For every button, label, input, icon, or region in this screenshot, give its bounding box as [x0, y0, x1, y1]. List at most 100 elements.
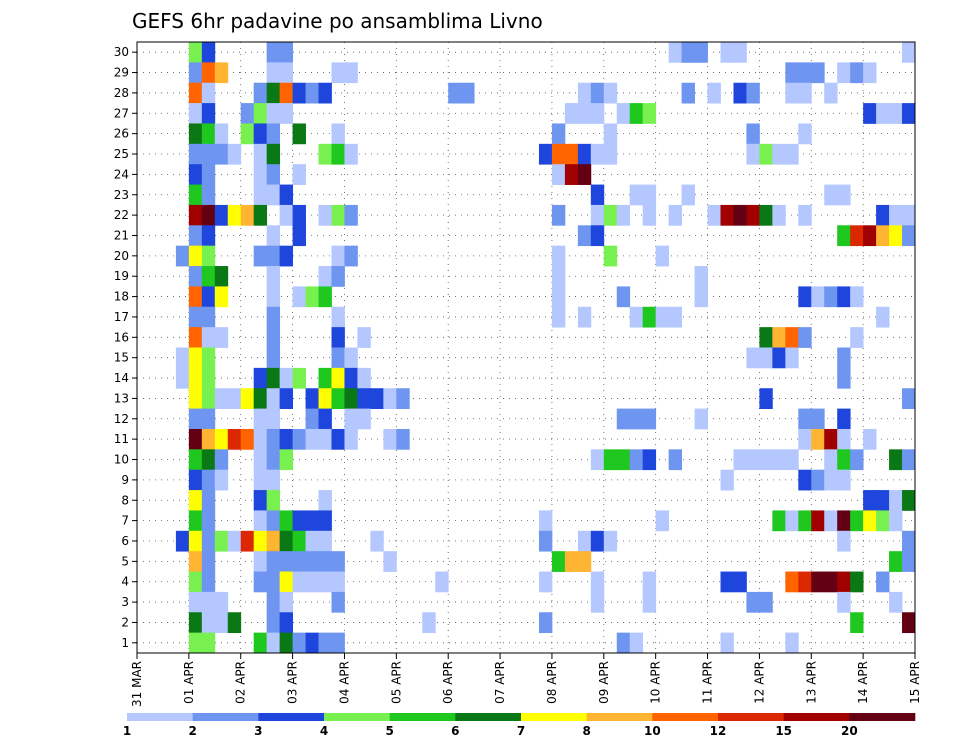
heatmap-cell [590, 184, 605, 206]
heatmap-cell [292, 571, 306, 593]
heatmap-cell [292, 82, 306, 104]
heatmap-cell [344, 245, 358, 267]
heatmap-cell [720, 571, 734, 593]
x-tick-label: 07 APR [493, 661, 507, 704]
x-tick-label: 06 APR [441, 661, 455, 704]
heatmap-cell [279, 82, 293, 104]
heatmap-cell [876, 103, 890, 124]
heatmap-cell [201, 612, 216, 634]
heatmap-cell [603, 449, 618, 471]
heatmap-cell [188, 327, 203, 348]
heatmap-cell [266, 184, 281, 206]
heatmap-cell [253, 123, 268, 145]
heatmap-cell [383, 428, 397, 450]
heatmap-cell [214, 591, 229, 613]
heatmap-cell [824, 286, 838, 308]
heatmap-cell [201, 449, 216, 471]
heatmap-cell [214, 449, 229, 471]
heatmap-cell [357, 367, 371, 389]
heatmap-cell [227, 612, 242, 634]
heatmap-cell [201, 347, 216, 369]
heatmap-cell [798, 510, 812, 532]
heatmap-cell [214, 286, 229, 308]
heatmap-cell [590, 103, 605, 124]
heatmap-cell [590, 591, 605, 613]
heatmap-cell [331, 551, 345, 572]
heatmap-cell [694, 266, 708, 287]
heatmap-cell [551, 204, 566, 226]
colorbar-swatch [324, 713, 390, 721]
heatmap-cell [292, 632, 306, 654]
x-tick-label: 04 APR [337, 661, 351, 704]
heatmap-cell [253, 164, 268, 185]
heatmap-cell [837, 347, 851, 369]
colorbar-swatch [127, 713, 193, 721]
heatmap-cell [266, 449, 281, 471]
heatmap-cell [188, 571, 203, 593]
heatmap-cell [188, 367, 203, 389]
colorbar-swatch [652, 713, 719, 721]
heatmap-cell [318, 82, 332, 104]
heatmap-cell [253, 632, 268, 654]
heatmap-cell [253, 510, 268, 532]
heatmap-cell [214, 530, 229, 552]
heatmap-cell [629, 306, 644, 328]
heatmap-cell [603, 123, 618, 145]
heatmap-cell [292, 286, 306, 308]
heatmap-cell [785, 449, 799, 471]
heatmap-cell [824, 184, 838, 206]
heatmap-cells [175, 42, 916, 654]
heatmap-cell [850, 286, 864, 308]
heatmap-cell [188, 388, 203, 409]
heatmap-cell [266, 347, 281, 369]
heatmap-cell [175, 347, 190, 369]
heatmap-cell [902, 612, 916, 634]
heatmap-cell [616, 204, 631, 226]
heatmap-cell [850, 327, 864, 348]
heatmap-cell [318, 204, 332, 226]
heatmap-cell [824, 449, 838, 471]
heatmap-cell [694, 286, 708, 308]
heatmap-cell [863, 510, 877, 532]
heatmap-cell [266, 469, 281, 491]
y-tick-label: 30 [114, 45, 129, 59]
heatmap-cell [318, 367, 332, 389]
heatmap-cell [305, 510, 319, 532]
heatmap-cell [642, 591, 657, 613]
heatmap-cell [837, 510, 851, 532]
heatmap-cell [863, 490, 877, 511]
heatmap-cell [577, 306, 592, 328]
heatmap-cell [811, 62, 825, 84]
heatmap-cell [188, 347, 203, 369]
heatmap-cell [318, 551, 332, 572]
heatmap-cell [214, 327, 229, 348]
heatmap-cell [577, 103, 592, 124]
heatmap-cell [707, 204, 721, 226]
heatmap-cell [850, 612, 864, 634]
heatmap-cell [201, 469, 216, 491]
heatmap-cell [629, 632, 644, 654]
heatmap-cell [292, 204, 306, 226]
heatmap-cell [292, 123, 306, 145]
y-tick-label: 23 [114, 188, 129, 202]
heatmap-cell [785, 327, 799, 348]
heatmap-cell [344, 388, 358, 409]
x-tick-label: 12 APR [752, 661, 766, 704]
heatmap-cell [188, 530, 203, 552]
heatmap-cell [279, 449, 293, 471]
heatmap-cell [396, 428, 410, 450]
heatmap-cell [461, 82, 475, 104]
heatmap-cell [551, 143, 566, 165]
heatmap-cell [305, 571, 319, 593]
heatmap-cell [201, 184, 216, 206]
heatmap-cell [253, 204, 268, 226]
heatmap-cell [331, 143, 345, 165]
heatmap-cell [188, 266, 203, 287]
heatmap-cell [266, 123, 281, 145]
heatmap-cell [201, 82, 216, 104]
y-tick-label: 16 [114, 330, 129, 344]
heatmap-cell [266, 632, 281, 654]
heatmap-cell [292, 367, 306, 389]
heatmap-cell [240, 204, 255, 226]
heatmap-cell [344, 408, 358, 430]
